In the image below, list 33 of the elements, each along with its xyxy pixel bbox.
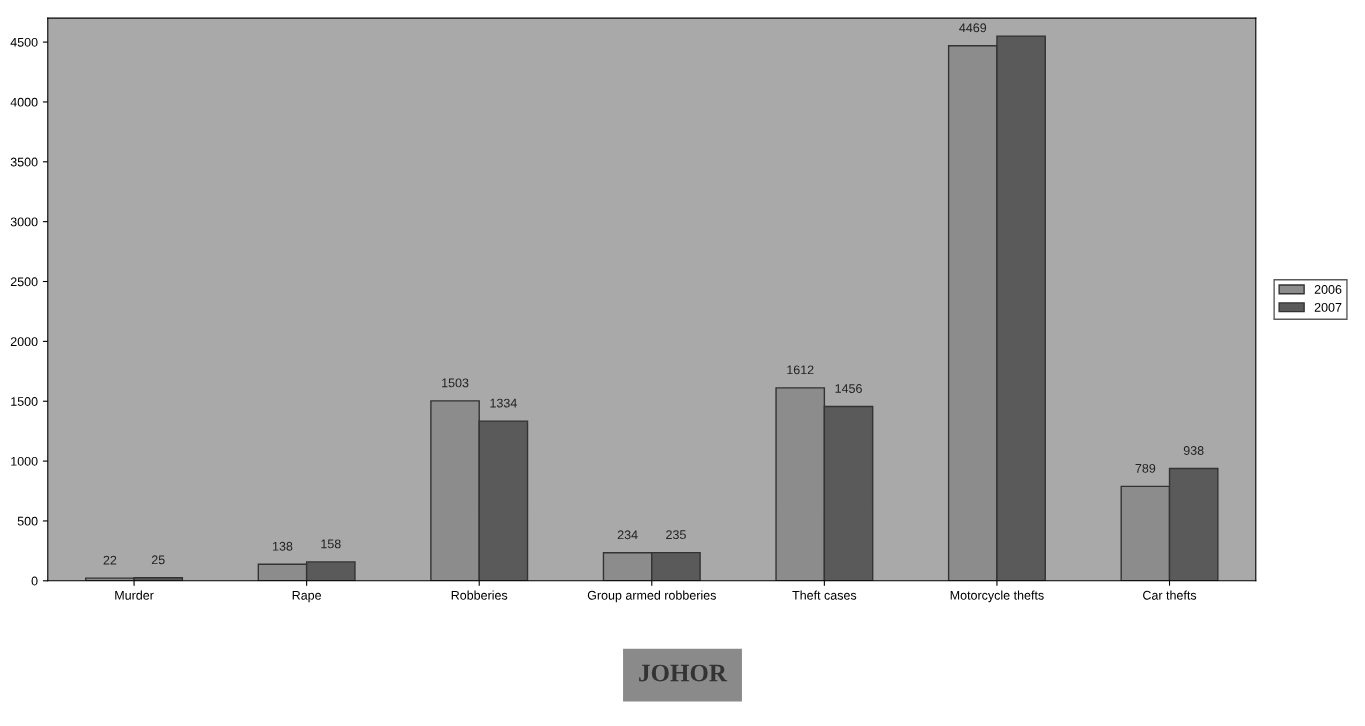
x-tick-label: Robberies: [451, 590, 508, 600]
y-tick-label: 3000: [10, 217, 38, 227]
y-tick-label: 1500: [11, 397, 38, 406]
y-tick-label: 0: [31, 576, 38, 586]
y-tick-label: 500: [17, 516, 38, 526]
data-label: 25: [151, 555, 165, 565]
x-tick-label: Murder: [115, 590, 154, 600]
x-tick-label: Motorcycle thefts: [950, 590, 1044, 603]
text: JOHOR: [639, 664, 728, 682]
data-label: 1456: [835, 384, 862, 393]
y-tick-label: 1000: [11, 456, 38, 466]
data-label: 138: [273, 541, 293, 551]
y-tick-label: 4000: [10, 97, 38, 107]
data-label: 4469: [959, 23, 987, 33]
x-tick-label: Rape: [292, 590, 322, 603]
y-tick-label: 2500: [10, 277, 38, 287]
x-tick-label: Group armed robberies: [587, 590, 716, 603]
data-label: 1503: [442, 378, 469, 388]
x-tick-label: Car thefts: [1143, 590, 1197, 600]
legend-label: 2006: [1314, 285, 1342, 294]
y-tick-label: 3500: [10, 157, 38, 167]
data-label: 158: [321, 539, 341, 549]
data-label: 1334: [490, 398, 517, 408]
legend-label: 2007: [1314, 302, 1342, 312]
y-tick-label: 4500: [10, 37, 38, 47]
data-label: 22: [103, 555, 117, 565]
data-label: 938: [1183, 446, 1204, 455]
y-tick-label: 2000: [10, 337, 38, 347]
x-tick-label: Theft cases: [792, 590, 857, 600]
data-label: 1612: [787, 365, 814, 375]
data-label: 235: [666, 530, 686, 540]
data-label: 234: [617, 530, 638, 540]
data-label: 789: [1135, 463, 1156, 473]
